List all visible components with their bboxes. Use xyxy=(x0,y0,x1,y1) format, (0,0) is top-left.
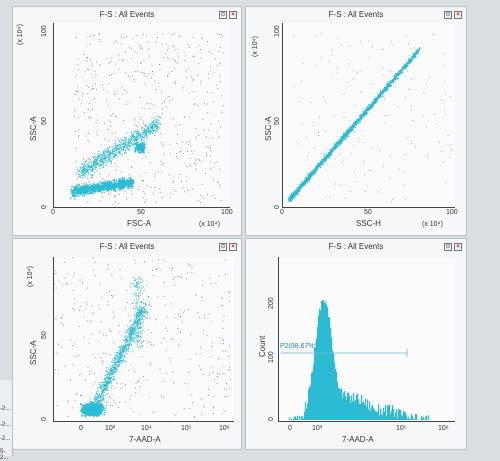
x-tick: 10⁶ xyxy=(219,425,230,432)
x-tick: 100 xyxy=(221,209,233,216)
panel-title: F-S : All Events xyxy=(328,10,384,19)
y-tick: 0 xyxy=(41,417,48,421)
scatter-svg xyxy=(70,33,224,204)
plot-panel-fsc-ssc: F-S : All Events ⊙ × (x 10⁴) SSC-A 100 50… xyxy=(12,6,242,236)
x-axis-label: 7-AAD-A xyxy=(342,435,374,444)
scatter-plot-area[interactable] xyxy=(282,23,455,208)
x-scale-label: (x 10⁴) xyxy=(199,221,220,228)
histogram-plot-area[interactable] xyxy=(278,257,455,422)
scatter-svg xyxy=(287,33,452,202)
y-axis-label: SSC-A xyxy=(264,116,273,141)
y-tick: 100 xyxy=(274,25,281,37)
panel-title: F-S : All Events xyxy=(99,242,155,251)
plot-panel-7aad-histogram: F-S : All Events ⊙ × Count 200 100 0 P2(9… xyxy=(245,238,467,450)
list-item[interactable]: -2... xyxy=(0,406,11,412)
x-tick: 0 xyxy=(51,209,55,216)
x-tick: 0 xyxy=(280,209,284,216)
list-item[interactable]: 5-2... xyxy=(0,449,9,461)
y-scale-label: (x 10⁴) xyxy=(252,36,259,57)
x-tick: 10⁴ xyxy=(141,425,152,432)
scatter-plot-area[interactable] xyxy=(53,23,230,208)
close-icon[interactable]: × xyxy=(229,243,237,251)
y-tick: 0 xyxy=(268,417,275,421)
list-item[interactable]: -2... xyxy=(0,422,11,428)
scatter-plot-area[interactable] xyxy=(53,257,234,422)
x-tick: 10³ xyxy=(312,425,323,432)
y-axis-label: SSC-A xyxy=(29,116,38,141)
close-icon[interactable]: × xyxy=(454,11,462,19)
y-tick: 50 xyxy=(41,331,48,339)
y-tick: 100 xyxy=(41,25,48,37)
y-scale-label: (x 10⁴) xyxy=(17,24,24,45)
x-scale-label: (x 10⁴) xyxy=(422,221,443,228)
options-icon[interactable]: ⊙ xyxy=(219,243,227,251)
y-axis-label: Count xyxy=(258,335,267,357)
gate-label[interactable]: P2(98.67%) xyxy=(280,343,317,350)
y-tick: 50 xyxy=(274,117,281,125)
list-item[interactable]: -2... xyxy=(0,436,11,442)
x-axis-label: SSC-H xyxy=(356,219,381,228)
x-tick: 10² xyxy=(105,425,116,432)
y-tick: 200 xyxy=(268,297,275,309)
options-icon[interactable]: ⊙ xyxy=(444,11,452,19)
y-tick: 0 xyxy=(41,205,48,209)
panel-title: F-S : All Events xyxy=(328,242,384,251)
plot-panel-7aad-ssc: F-S : All Events ⊙ × (x 10⁴) SSC-A 50 0 0… xyxy=(12,238,242,450)
x-tick: 10⁵ xyxy=(396,425,407,432)
x-tick: 10⁵ xyxy=(181,425,192,432)
x-tick: 50 xyxy=(137,209,145,216)
x-axis-label: 7-AAD-A xyxy=(129,435,161,444)
close-icon[interactable]: × xyxy=(454,243,462,251)
close-icon[interactable]: × xyxy=(229,11,237,19)
scatter-svg xyxy=(54,257,231,418)
y-tick: 50 xyxy=(41,117,48,125)
plot-panel-ssch-ssca: F-S : All Events ⊙ × (x 10⁴) SSC-A 100 50… xyxy=(245,6,467,236)
x-tick: 0 xyxy=(79,425,83,432)
y-tick: 100 xyxy=(268,351,275,363)
y-scale-label: (x 10⁴) xyxy=(27,266,34,287)
y-axis-label: SSC-A xyxy=(29,340,38,365)
options-icon[interactable]: ⊙ xyxy=(219,11,227,19)
x-tick: 50 xyxy=(364,209,372,216)
options-icon[interactable]: ⊙ xyxy=(444,243,452,251)
x-tick: 0 xyxy=(288,425,292,432)
x-tick: 100 xyxy=(446,209,458,216)
panel-title: F-S : All Events xyxy=(99,10,155,19)
x-tick: 10⁶ xyxy=(438,425,449,432)
histogram-svg xyxy=(281,299,430,420)
x-axis-label: FSC-A xyxy=(127,219,151,228)
